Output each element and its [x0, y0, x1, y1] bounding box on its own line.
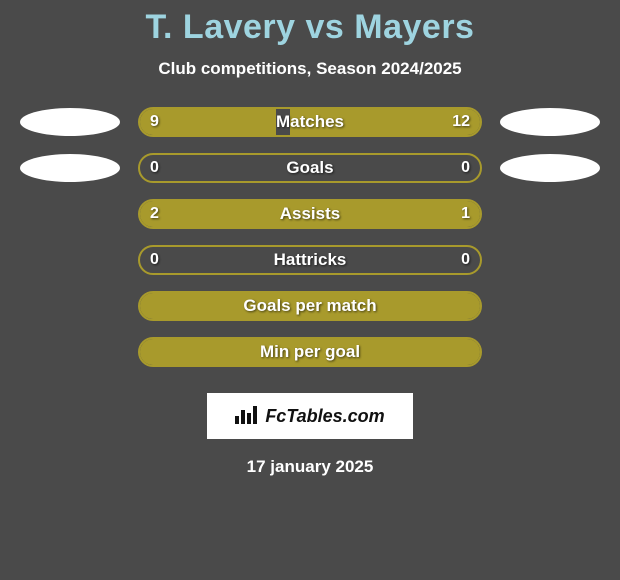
player-right-marker: [500, 154, 600, 182]
stat-label: Hattricks: [140, 247, 480, 273]
page-title: T. Lavery vs Mayers: [146, 8, 475, 47]
stat-bar: Goals per match: [138, 291, 482, 321]
stat-label: Goals per match: [140, 293, 480, 319]
stat-bar: Min per goal: [138, 337, 482, 367]
stat-row: 00Goals: [20, 153, 600, 183]
player-left-marker: [20, 108, 120, 136]
stat-row: 00Hattricks: [20, 245, 600, 275]
player-right-marker: [500, 338, 600, 366]
stat-row: Goals per match: [20, 291, 600, 321]
date-text: 17 january 2025: [247, 457, 374, 477]
stat-bar: 00Hattricks: [138, 245, 482, 275]
comparison-infographic: T. Lavery vs Mayers Club competitions, S…: [0, 0, 620, 477]
stat-row: 912Matches: [20, 107, 600, 137]
player-left-marker: [20, 292, 120, 320]
subtitle: Club competitions, Season 2024/2025: [158, 59, 461, 79]
stat-label: Goals: [140, 155, 480, 181]
stat-row: 21Assists: [20, 199, 600, 229]
player-left-marker: [20, 246, 120, 274]
stat-label: Min per goal: [140, 339, 480, 365]
brand-badge: FcTables.com: [207, 393, 413, 439]
stat-bar: 912Matches: [138, 107, 482, 137]
stats-list: 912Matches 00Goals 21Assists 00Hattricks Goa…: [20, 107, 600, 383]
player-right-marker: [500, 200, 600, 228]
player-left-marker: [20, 338, 120, 366]
player-right-marker: [500, 292, 600, 320]
stat-label: Assists: [140, 201, 480, 227]
player-right-marker: [500, 108, 600, 136]
stat-bar: 00Goals: [138, 153, 482, 183]
player-left-marker: [20, 154, 120, 182]
stat-row: Min per goal: [20, 337, 600, 367]
player-left-marker: [20, 200, 120, 228]
stat-bar: 21Assists: [138, 199, 482, 229]
brand-text: FcTables.com: [265, 406, 384, 427]
stat-label: Matches: [140, 109, 480, 135]
bars-icon: [235, 404, 259, 429]
player-right-marker: [500, 246, 600, 274]
